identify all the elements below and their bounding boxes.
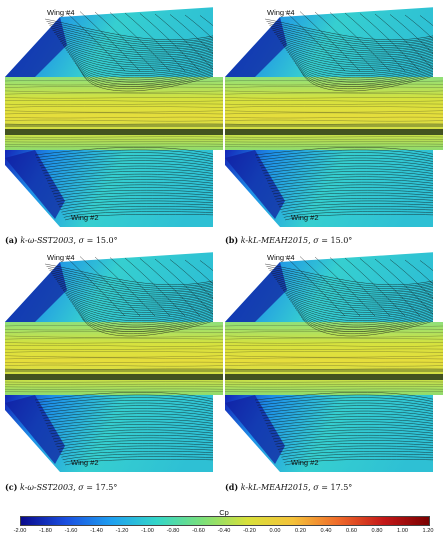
colorbar-tick-label: 0.80 (371, 528, 383, 534)
colorbar-title: Cp (219, 508, 229, 517)
colorbar-tick-label: -0.60 (192, 528, 205, 534)
caption-b: (b) k-kL-MEAH2015, σ = 15.0° (225, 235, 353, 245)
wing-top-label: Wing #4 (267, 8, 295, 17)
colorbar-tick-label: -1.20 (115, 528, 129, 534)
surface-plot-a (5, 5, 223, 230)
colorbar-tick-label: 1.20 (422, 528, 434, 534)
colorbar-tick-label: -1.00 (141, 528, 154, 534)
colorbar-tick-label: 1.00 (397, 528, 408, 534)
colorbar (20, 516, 430, 526)
panel-a: Wing #4 Wing #2 (5, 5, 223, 230)
wing-top-label: Wing #4 (47, 253, 75, 262)
panel-d: Wing #4 Wing #2 (225, 250, 443, 475)
colorbar-tick-label: -0.20 (243, 528, 256, 534)
surface-plot-d (225, 250, 443, 475)
wing-bottom-label: Wing #2 (291, 213, 319, 222)
colorbar-tick-label: 0.40 (320, 528, 332, 534)
colorbar-tick-label: -0.40 (217, 528, 231, 534)
colorbar-tick-label: -1.80 (39, 528, 52, 534)
colorbar-tick-label: -2.00 (13, 528, 27, 534)
colorbar-tick-label: -1.60 (64, 528, 78, 534)
colorbar-tick-label: 0.20 (295, 528, 306, 534)
colorbar-tick-label: -0.80 (166, 528, 180, 534)
colorbar-ticks: -2.00 -1.80 -1.60 -1.40 -1.20 -1.00 -0.80 -0.60… (14, 528, 434, 540)
wing-bottom-label: Wing #2 (71, 213, 99, 222)
wing-top-label: Wing #4 (47, 8, 75, 17)
surface-plot-b (225, 5, 443, 230)
wing-top-label: Wing #4 (267, 253, 295, 262)
colorbar-tick-label: -1.40 (90, 528, 103, 534)
surface-plot-c (5, 250, 223, 475)
wing-bottom-label: Wing #2 (291, 458, 319, 467)
colorbar-tick-label: 0.00 (269, 528, 281, 534)
panel-c: Wing #4 Wing #2 (5, 250, 223, 475)
colorbar-tick-label: 0.60 (346, 528, 357, 534)
panel-b: Wing #4 Wing #2 (225, 5, 443, 230)
caption-a: (a) k-ω-SST2003, σ = 15.0° (5, 235, 118, 245)
caption-c: (c) k-ω-SST2003, σ = 17.5° (5, 482, 118, 492)
wing-bottom-label: Wing #2 (71, 458, 99, 467)
caption-d: (d) k-kL-MEAH2015, σ = 17.5° (225, 482, 353, 492)
